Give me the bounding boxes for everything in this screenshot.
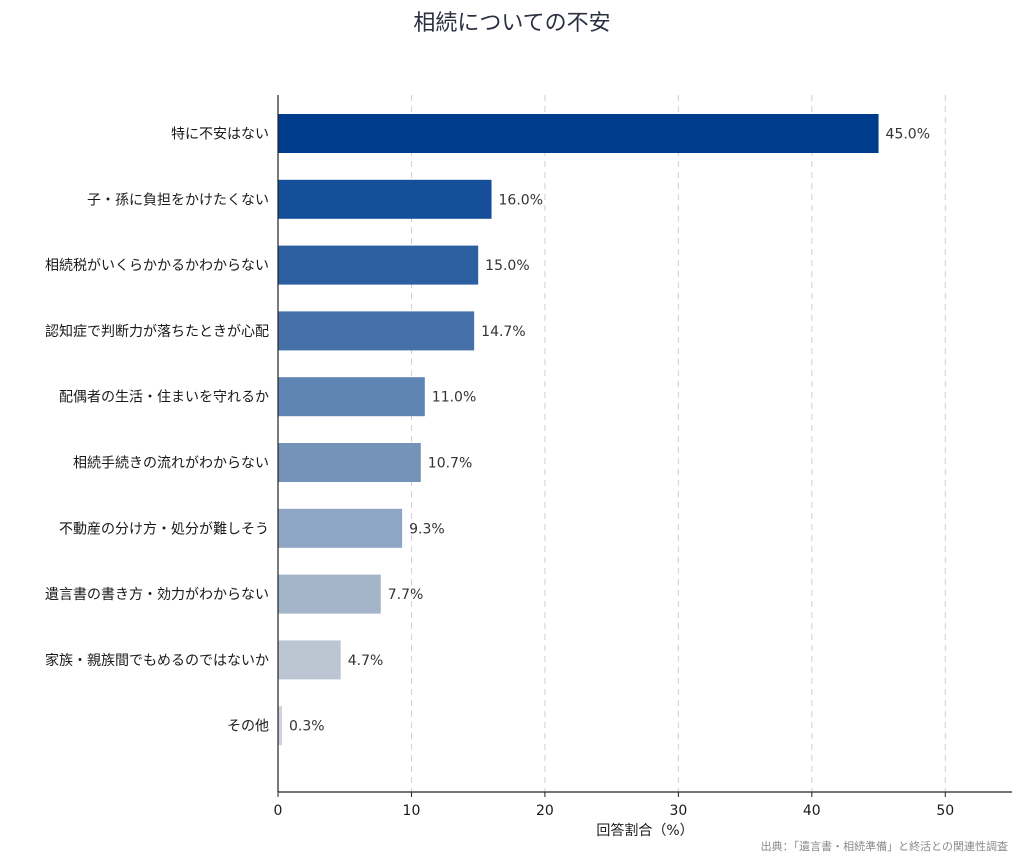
x-axis-ticks: 0 10 20 30 40 50 [274, 792, 954, 819]
x-tick-label: 50 [936, 803, 954, 819]
category-labels: 特に不安はない子・孫に負担をかけたくない相続税がいくらかかるかわからない認知症で… [45, 127, 269, 735]
category-label: 不動産の分け方・処分が難しそう [59, 521, 269, 537]
x-tick-label: 40 [803, 803, 821, 819]
bar-value-label: 10.7% [428, 456, 472, 472]
bar [278, 706, 283, 746]
category-label: 相続税がいくらかかるかわからない [45, 257, 269, 274]
category-label: 配偶者の生活・住まいを守れるか [59, 390, 269, 406]
bar-value-label: 45.0% [886, 127, 930, 143]
bar-value-label: 9.3% [409, 521, 445, 537]
bar [278, 574, 381, 614]
value-labels: 45.0% 16.0% 15.0% 14.7% 11.0% 10.7% 9.3% 7.7% 4.… [289, 127, 930, 735]
bar-value-label: 4.7% [348, 653, 384, 669]
x-tick-label: 10 [403, 803, 421, 819]
bar [278, 114, 879, 153]
bar [278, 245, 479, 285]
source-note: 出典：「遺言書・相続準備」と終活との関連性調査 [761, 839, 1008, 853]
chart-title: 相続についての不安 [413, 11, 610, 36]
category-label: 認知症で判断力が落ちたときが心配 [45, 323, 269, 340]
bar-value-label: 0.3% [289, 719, 325, 735]
bar-value-label: 16.0% [499, 192, 543, 208]
bars [278, 114, 879, 746]
bar [278, 640, 341, 680]
x-tick-label: 20 [536, 803, 554, 819]
bar [278, 508, 403, 548]
x-tick-label: 0 [274, 803, 283, 819]
bar [278, 443, 421, 482]
bar-value-label: 14.7% [481, 324, 525, 340]
category-label: その他 [227, 719, 269, 735]
bar-value-label: 11.0% [432, 390, 476, 406]
category-label: 子・孫に負担をかけたくない [87, 192, 269, 208]
bar-value-label: 7.7% [388, 587, 424, 603]
category-label: 相続手続きの流れがわからない [73, 455, 269, 472]
category-label: 特に不安はない [171, 127, 269, 143]
category-label: 家族・親族間でもめるのではないか [45, 652, 269, 669]
x-tick-label: 30 [669, 803, 687, 819]
bar [278, 179, 492, 219]
x-axis-title: 回答割合（%） [596, 822, 693, 839]
bar [278, 311, 475, 351]
bar [278, 377, 425, 417]
category-label: 遺言書の書き方・効力がわからない [45, 587, 269, 603]
bar-value-label: 15.0% [485, 258, 529, 274]
